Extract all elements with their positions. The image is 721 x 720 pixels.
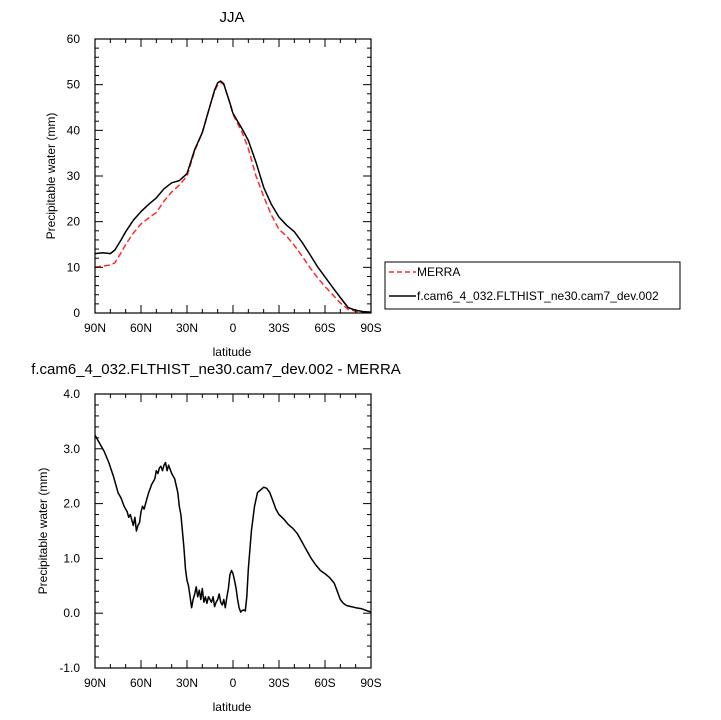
y-axis-label: Precipitable water (mm) xyxy=(36,468,50,595)
x-tick-label: 30S xyxy=(268,321,289,335)
y-tick-label: 50 xyxy=(67,78,81,92)
plot-area xyxy=(94,434,372,613)
series-line-model xyxy=(94,80,372,313)
x-axis: 90N 60N 30N 0 30S 60S 90S xyxy=(84,394,382,690)
x-tick-label: 60N xyxy=(130,321,152,335)
y-tick-label: 3.0 xyxy=(63,442,80,456)
x-tick-label: 60N xyxy=(130,676,152,690)
series-line-merra xyxy=(94,81,372,314)
y-tick-label: 0 xyxy=(73,306,80,320)
y-tick-label: 20 xyxy=(67,215,81,229)
y-tick-label: 40 xyxy=(67,123,81,137)
x-tick-label: 60S xyxy=(314,321,335,335)
x-tick-label: 30N xyxy=(176,321,198,335)
legend-label-merra: MERRA xyxy=(417,265,460,279)
x-tick-label: 60S xyxy=(314,676,335,690)
chart-title: JJA xyxy=(219,9,244,26)
x-tick-label: 90S xyxy=(360,321,381,335)
x-tick-label: 90N xyxy=(84,676,106,690)
x-axis-label: latitude xyxy=(213,700,252,714)
y-tick-label: 30 xyxy=(67,169,81,183)
y-axis: 0 10 20 30 40 50 60 xyxy=(67,32,371,320)
y-tick-label: 10 xyxy=(67,260,81,274)
x-tick-label: 30S xyxy=(268,676,289,690)
y-tick-label: 60 xyxy=(67,32,81,46)
x-axis: 90N 60N 30N 0 30S 60S 90S xyxy=(84,39,382,335)
x-tick-label: 90N xyxy=(84,321,106,335)
x-tick-label: 30N xyxy=(176,676,198,690)
y-tick-label: 1.0 xyxy=(63,551,80,565)
x-tick-label: 90S xyxy=(360,676,381,690)
series-line-difference xyxy=(94,434,372,613)
precipitable-water-chart: JJA 0 10 20 30 40 50 60 90N 60N 30N 0 30S 60S 90S la… xyxy=(44,9,382,359)
y-tick-label: 2.0 xyxy=(63,497,80,511)
legend-box xyxy=(384,261,681,310)
y-axis-label: Precipitable water (mm) xyxy=(44,113,58,240)
plot-area xyxy=(94,80,372,314)
x-tick-label: 0 xyxy=(230,676,237,690)
legend: MERRA f.cam6_4_032.FLTHIST_ne30.cam7_dev… xyxy=(384,261,681,310)
y-axis: -1.0 0.0 1.0 2.0 3.0 4.0 xyxy=(59,387,371,675)
difference-chart: f.cam6_4_032.FLTHIST_ne30.cam7_dev.002 -… xyxy=(31,361,401,714)
plot-frame xyxy=(94,38,372,314)
x-axis-label: latitude xyxy=(213,345,252,359)
y-tick-label: -1.0 xyxy=(59,661,80,675)
y-tick-label: 4.0 xyxy=(63,387,80,401)
legend-label-model: f.cam6_4_032.FLTHIST_ne30.cam7_dev.002 xyxy=(417,289,659,303)
difference-chart-title: f.cam6_4_032.FLTHIST_ne30.cam7_dev.002 -… xyxy=(31,361,401,378)
x-tick-label: 0 xyxy=(230,321,237,335)
y-tick-label: 0.0 xyxy=(63,606,80,620)
